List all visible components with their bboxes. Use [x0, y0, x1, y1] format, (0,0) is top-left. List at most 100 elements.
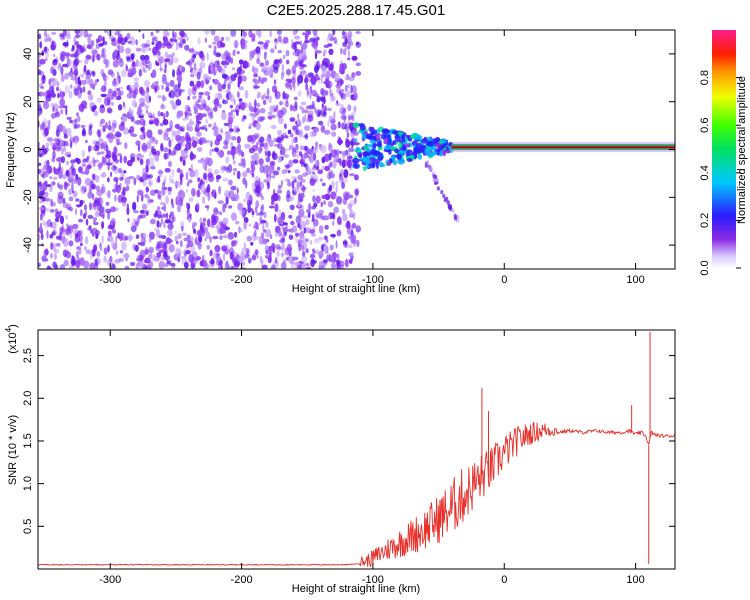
spectrogram-noise-cell — [291, 176, 298, 180]
spectrogram-noise-cell — [179, 135, 186, 143]
spectrogram-noise-cell — [220, 165, 227, 171]
spectrogram-noise-cell — [179, 30, 185, 37]
spectrogram-noise-cell — [171, 52, 175, 58]
spectrogram-noise-cell — [341, 122, 346, 130]
spectrogram-noise-cell — [89, 125, 92, 130]
spectrogram-noise-cell — [168, 175, 172, 184]
spectrogram-noise-cell — [144, 43, 151, 48]
spectrogram-noise-cell — [184, 44, 190, 51]
spectrogram-noise-cell — [38, 162, 42, 166]
spectrogram-noise-cell — [213, 251, 217, 260]
spectrogram-noise-cell — [327, 119, 330, 127]
spectrogram-noise-cell — [181, 225, 184, 232]
spectrogram-noise-cell — [230, 185, 237, 191]
spectrogram-noise-cell — [107, 69, 114, 76]
spectrogram-noise-cell — [202, 254, 206, 259]
spectrogram-noise-cell — [322, 200, 327, 206]
spectrogram-noise-cell — [208, 123, 212, 128]
spectrogram-noise-cell — [202, 139, 207, 144]
spectrogram-noise-cell — [320, 73, 327, 78]
spectrogram-onset-cell — [399, 150, 406, 155]
spectrogram-noise-cell — [141, 142, 148, 151]
spectrogram-noise-cell — [332, 159, 337, 169]
spectrogram-noise-cell — [205, 127, 208, 132]
spectrogram-noise-cell — [261, 264, 268, 269]
snr-scale-exponent: 4 — [4, 327, 13, 332]
spectrogram-noise-cell — [63, 181, 68, 191]
spectrogram-noise-cell — [117, 194, 123, 203]
spectrogram-onset-cell — [413, 146, 419, 153]
spectrogram-noise-cell — [206, 218, 211, 228]
snr-marks — [38, 331, 675, 568]
spectrogram-noise-cell — [199, 126, 205, 130]
spectrogram-noise-cell — [52, 176, 58, 180]
spectrogram-noise-cell — [59, 226, 64, 236]
spectrogram-noise-cell — [72, 52, 79, 59]
spectrogram-noise-cell — [74, 118, 78, 124]
spectrogram-noise-cell — [316, 109, 321, 118]
spectrogram-noise-cell — [243, 198, 246, 202]
spectrogram-noise-cell — [248, 105, 254, 112]
spectrogram-onset-cell — [401, 144, 406, 152]
spectrogram-noise-cell — [105, 192, 110, 196]
svg-text:(x104): (x104) — [4, 324, 19, 354]
spectrogram-noise-cell — [95, 38, 100, 44]
spectrogram-ytick-label: 20 — [22, 96, 34, 108]
spectrogram-noise-cell — [43, 191, 49, 198]
spectrogram-noise-cell — [38, 33, 42, 40]
spectrogram-noise-cell — [289, 84, 293, 91]
spectrogram-noise-cell — [50, 44, 56, 51]
spectrogram-noise-cell — [144, 103, 147, 110]
spectrogram-noise-cell — [64, 85, 70, 94]
spectrogram-noise-cell — [43, 30, 48, 38]
spectrogram-noise-cell — [158, 56, 165, 64]
spectrogram-noise-cell — [88, 78, 94, 87]
spectrogram-noise-cell — [88, 225, 92, 230]
spectrogram-noise-cell — [294, 169, 300, 174]
spectrogram-noise-cell — [343, 31, 348, 39]
spectrogram-noise-cell — [277, 116, 284, 125]
spectrogram-noise-cell — [157, 244, 164, 249]
spectrogram-noise-cell — [60, 215, 64, 225]
spectrogram-noise-cell — [192, 95, 197, 100]
spectrogram-noise-cell — [126, 56, 131, 61]
spectrogram-noise-cell — [135, 140, 141, 146]
spectrogram-noise-cell — [39, 153, 42, 158]
spectrogram-noise-cell — [67, 154, 71, 158]
spectrogram-noise-cell — [255, 200, 260, 209]
spectrogram-noise-cell — [168, 92, 172, 98]
spectrogram-noise-cell — [142, 47, 146, 53]
spectrogram-onset-cell — [368, 163, 376, 167]
spectrogram-noise-cell — [207, 168, 212, 174]
spectrogram-noise-cell — [118, 258, 125, 262]
spectrogram-noise-cell — [336, 196, 343, 205]
spectrogram-noise-cell — [324, 235, 328, 241]
spectrogram-noise-cell — [74, 30, 80, 35]
spectrogram-noise-cell — [342, 159, 349, 167]
spectrogram-noise-cell — [308, 230, 314, 234]
spectrogram-noise-cell — [301, 204, 304, 213]
spectrogram-noise-cell — [161, 84, 164, 90]
spectrogram-noise-cell — [212, 67, 217, 75]
spectrogram-noise-cell — [98, 196, 102, 206]
spectrogram-noise-cell — [312, 189, 315, 192]
spectrogram-noise-cell — [118, 86, 124, 90]
spectrogram-noise-cell — [119, 90, 124, 96]
spectrogram-noise-cell — [236, 110, 239, 117]
spectrogram-noise-cell — [163, 68, 167, 74]
spectrogram-noise-cell — [276, 61, 281, 68]
spectrogram-noise-cell — [154, 189, 159, 194]
spectrogram-noise-cell — [211, 148, 214, 152]
spectrogram-noise-cell — [81, 159, 86, 168]
spectrogram-noise-cell — [275, 244, 281, 249]
spectrogram-noise-cell — [100, 93, 107, 98]
spectrogram-noise-cell — [48, 37, 52, 42]
spectrogram-noise-cell — [186, 36, 189, 41]
spectrogram-noise-cell — [197, 229, 203, 237]
spectrogram-noise-cell — [43, 148, 48, 155]
spectrogram-onset-cell — [359, 124, 366, 131]
snr-panel: -300 -200 -100 0 100 0.5 1.0 1.5 2.0 2.5 Height o… — [4, 324, 676, 595]
spectrogram-noise-cell — [351, 85, 357, 94]
spectrogram-noise-cell — [100, 174, 104, 178]
spectrogram-noise-cell — [273, 213, 277, 223]
